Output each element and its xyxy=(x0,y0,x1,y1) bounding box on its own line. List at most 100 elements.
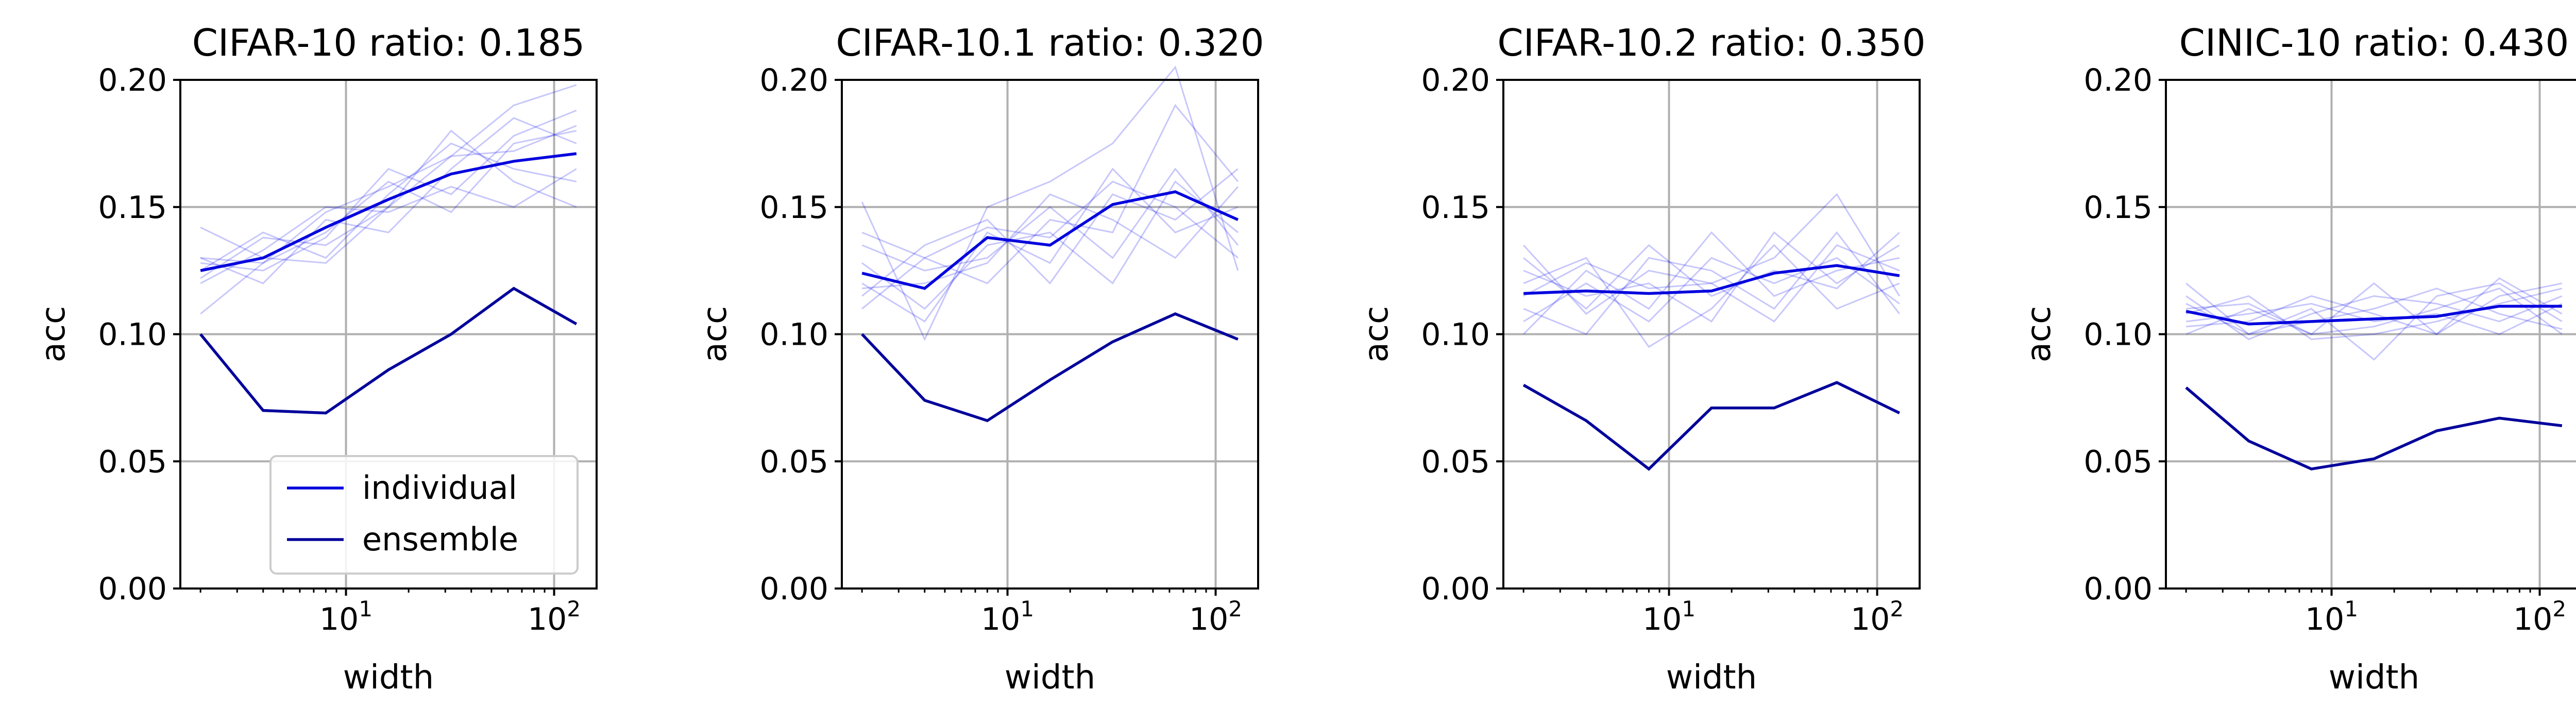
y-tick-label-0: 0.00 xyxy=(2083,571,2153,607)
y-tick-label-2: 0.10 xyxy=(1421,317,1490,353)
x-axis-label: width xyxy=(343,659,434,697)
y-tick-label-2: 0.10 xyxy=(98,317,167,353)
x-tick-base-0: 10 xyxy=(981,601,1020,637)
chart-title: CINIC-10 ratio: 0.430 xyxy=(2179,21,2569,64)
x-tick-label-1: 102 xyxy=(1851,596,1904,637)
legend-box xyxy=(269,455,579,575)
series-line-individual xyxy=(2185,305,2562,326)
run-line-1 xyxy=(1523,193,1901,315)
y-tick-label-0: 0.00 xyxy=(759,571,828,607)
y-tick-label-0: 0.00 xyxy=(1421,571,1490,607)
x-tick-exponent-1: 2 xyxy=(1890,596,1904,621)
run-line-2 xyxy=(2185,282,2563,335)
x-tick-label-0: 101 xyxy=(1642,596,1696,637)
run-line-6 xyxy=(1523,257,1900,323)
x-tick-exponent-0: 1 xyxy=(1682,596,1696,621)
run-line-1 xyxy=(2185,282,2563,361)
x-tick-label-0: 101 xyxy=(319,596,372,637)
run-line-2 xyxy=(861,104,1239,310)
x-tick-label-1: 102 xyxy=(2513,596,2566,637)
run-line-8 xyxy=(2186,288,2563,335)
y-tick-label-1: 0.05 xyxy=(2083,444,2153,480)
y-tick-label-3: 0.15 xyxy=(759,190,828,226)
x-tick-base-1: 10 xyxy=(1851,601,1890,637)
y-tick-label-3: 0.15 xyxy=(2083,190,2153,226)
x-tick-base-1: 10 xyxy=(528,601,567,637)
legend-label-individual: individual xyxy=(362,469,517,507)
chart-title: CIFAR-10.2 ratio: 0.350 xyxy=(1497,21,1925,64)
x-tick-exponent-1: 2 xyxy=(1228,596,1242,621)
x-tick-base-0: 10 xyxy=(2305,601,2344,637)
y-axis-label: acc xyxy=(1358,306,1396,363)
run-line-2 xyxy=(1523,231,1900,335)
y-tick-label-2: 0.10 xyxy=(759,317,828,353)
y-tick-label-4: 0.20 xyxy=(2083,62,2153,98)
run-line-4 xyxy=(200,117,577,284)
y-tick-label-3: 0.15 xyxy=(1421,190,1490,226)
run-line-6 xyxy=(2186,277,2563,335)
y-axis-label: acc xyxy=(2020,306,2058,363)
x-tick-exponent-0: 1 xyxy=(1020,596,1034,621)
y-axis-label: acc xyxy=(696,306,734,363)
run-line-8 xyxy=(861,180,1239,259)
x-tick-exponent-0: 1 xyxy=(359,596,372,621)
series-line-ensemble xyxy=(861,312,1239,423)
run-line-7 xyxy=(200,129,577,279)
y-tick-label-2: 0.10 xyxy=(2083,317,2153,353)
y-tick-label-1: 0.05 xyxy=(759,444,828,480)
run-line-4 xyxy=(861,167,1239,272)
x-tick-base-1: 10 xyxy=(2513,601,2552,637)
x-tick-label-0: 101 xyxy=(981,596,1034,637)
chart-title: CIFAR-10.1 ratio: 0.320 xyxy=(836,21,1264,64)
series-line-ensemble xyxy=(199,287,578,415)
run-line-7 xyxy=(1523,231,1900,310)
run-line-8 xyxy=(1523,244,1900,323)
series-line-ensemble xyxy=(2185,386,2563,470)
legend: individual ensemble xyxy=(269,455,579,575)
run-line-3 xyxy=(1523,244,1900,348)
x-axis-label: width xyxy=(1666,659,1757,697)
run-line-2 xyxy=(200,130,577,315)
run-line-3 xyxy=(861,167,1239,323)
x-tick-label-0: 101 xyxy=(2305,596,2358,637)
x-tick-label-1: 102 xyxy=(1189,596,1242,637)
series-line-individual xyxy=(861,190,1239,290)
run-line-4 xyxy=(2185,288,2563,335)
run-line-8 xyxy=(200,125,577,264)
run-line-4 xyxy=(1523,231,1901,335)
y-tick-label-3: 0.15 xyxy=(98,190,167,226)
run-line-5 xyxy=(861,168,1239,297)
run-line-5 xyxy=(1523,231,1900,323)
y-tick-label-4: 0.20 xyxy=(1421,62,1490,98)
y-axis-label: acc xyxy=(35,306,73,363)
x-axis-label: width xyxy=(2329,659,2419,697)
chart-title: CIFAR-10 ratio: 0.185 xyxy=(192,21,585,64)
series-line-individual xyxy=(1523,264,1900,295)
x-tick-base-0: 10 xyxy=(1642,601,1682,637)
series-line-ensemble xyxy=(1522,381,1901,471)
y-tick-label-0: 0.00 xyxy=(98,571,167,607)
series-line-individual xyxy=(200,152,577,272)
run-line-7 xyxy=(862,186,1239,290)
x-tick-exponent-1: 2 xyxy=(2552,596,2566,621)
x-axis-label: width xyxy=(1005,659,1095,697)
x-tick-label-1: 102 xyxy=(528,596,581,637)
run-line-3 xyxy=(2185,302,2563,335)
y-tick-label-1: 0.05 xyxy=(98,444,167,480)
y-tick-label-4: 0.20 xyxy=(759,62,828,98)
run-line-3 xyxy=(200,142,577,272)
y-tick-label-4: 0.20 xyxy=(98,62,167,98)
run-line-7 xyxy=(2185,295,2563,341)
run-line-5 xyxy=(200,168,577,284)
y-tick-label-1: 0.05 xyxy=(1421,444,1490,480)
legend-label-ensemble: ensemble xyxy=(362,520,518,558)
x-tick-base-1: 10 xyxy=(1189,601,1228,637)
run-line-6 xyxy=(200,109,577,272)
x-tick-exponent-0: 1 xyxy=(2344,596,2358,621)
run-line-1 xyxy=(861,65,1239,341)
